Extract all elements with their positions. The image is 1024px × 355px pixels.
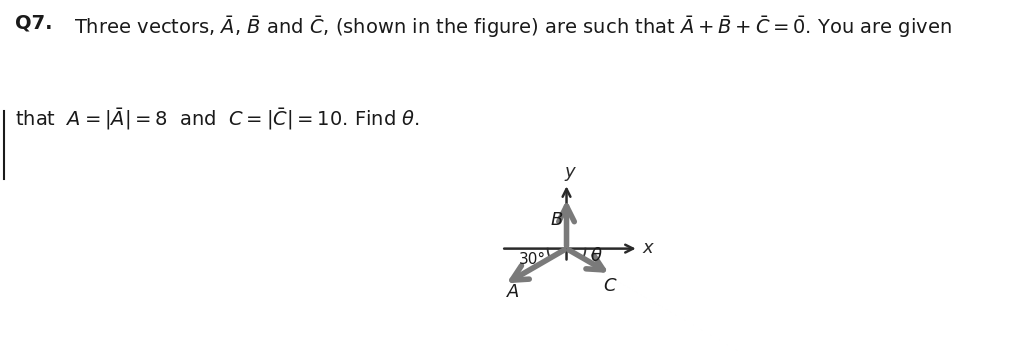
Text: Three vectors, $\bar{A}$, $\bar{B}$ and $\bar{C}$, (shown in the figure) are suc: Three vectors, $\bar{A}$, $\bar{B}$ and … [74,13,951,39]
Text: 30°: 30° [518,252,546,267]
Text: that  $A=|\bar{A}|=8$  and  $C=|\bar{C}|=10$. Find $\theta$.: that $A=|\bar{A}|=8$ and $C=|\bar{C}|=10… [15,106,420,132]
Text: Q7.: Q7. [15,13,53,33]
Text: $\mathit{x}$: $\mathit{x}$ [642,239,655,257]
Text: $\mathit{\theta}$: $\mathit{\theta}$ [590,247,603,265]
Text: A: A [507,283,520,301]
Text: C: C [603,277,615,295]
Text: $\mathit{y}$: $\mathit{y}$ [564,165,578,183]
Text: B: B [551,211,563,229]
